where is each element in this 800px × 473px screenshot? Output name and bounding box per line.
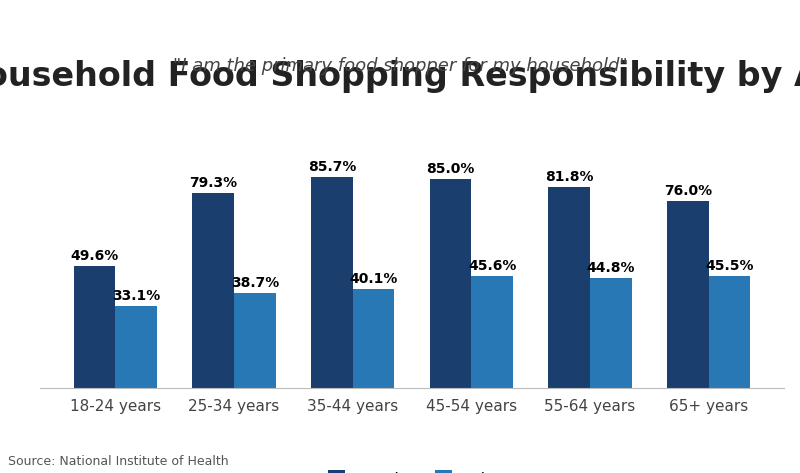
Bar bbox=[193, 193, 234, 388]
Text: 40.1%: 40.1% bbox=[350, 272, 398, 286]
Bar bbox=[709, 276, 750, 388]
Text: 79.3%: 79.3% bbox=[189, 176, 238, 190]
Text: 33.1%: 33.1% bbox=[112, 289, 160, 304]
Bar bbox=[471, 276, 513, 388]
Text: 38.7%: 38.7% bbox=[230, 276, 279, 290]
Text: 85.7%: 85.7% bbox=[308, 160, 356, 174]
Text: 45.6%: 45.6% bbox=[468, 259, 516, 273]
Text: 81.8%: 81.8% bbox=[545, 170, 594, 184]
Text: 85.0%: 85.0% bbox=[426, 162, 474, 176]
Text: "I am the primary food shopper for my household": "I am the primary food shopper for my ho… bbox=[173, 57, 627, 75]
Bar bbox=[430, 179, 471, 388]
Text: 49.6%: 49.6% bbox=[70, 249, 118, 263]
Bar bbox=[234, 293, 275, 388]
Bar bbox=[667, 201, 709, 388]
Bar bbox=[311, 177, 353, 388]
Bar bbox=[74, 266, 115, 388]
Text: 45.5%: 45.5% bbox=[705, 259, 754, 273]
Text: Source: National Institute of Health: Source: National Institute of Health bbox=[8, 455, 229, 468]
Bar bbox=[549, 187, 590, 388]
Bar bbox=[590, 278, 631, 388]
Legend: Female, Male: Female, Male bbox=[322, 465, 502, 473]
Title: Household Food Shopping Responsibility by Age: Household Food Shopping Responsibility b… bbox=[0, 61, 800, 93]
Text: 76.0%: 76.0% bbox=[664, 184, 712, 198]
Text: 44.8%: 44.8% bbox=[586, 261, 635, 275]
Bar bbox=[353, 289, 394, 388]
Bar bbox=[115, 307, 157, 388]
